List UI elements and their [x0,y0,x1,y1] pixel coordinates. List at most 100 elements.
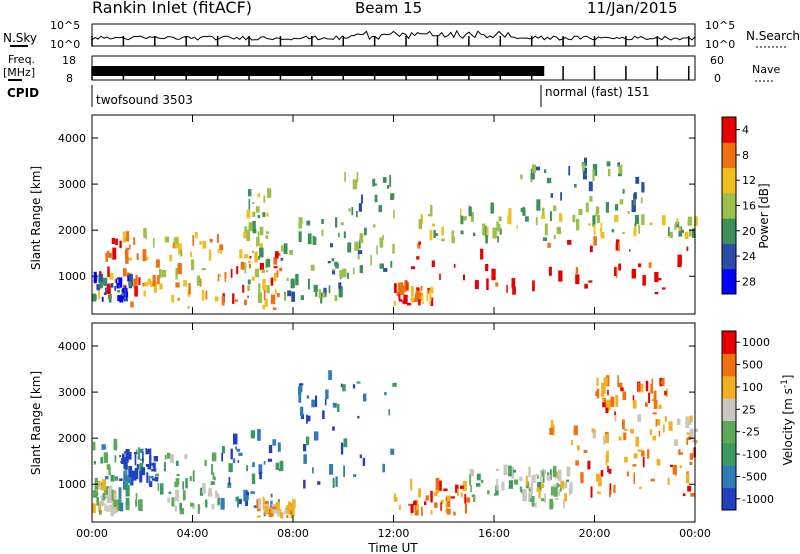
heatmap-cell [600,223,603,228]
heatmap-cell [446,508,451,515]
heatmap-cell [246,210,251,219]
heatmap-cell [664,416,667,422]
heatmap-cell [321,292,326,298]
heatmap-cell [290,278,295,289]
heatmap-cell [125,247,130,250]
heatmap-cell [215,493,220,498]
heatmap-cell [265,231,270,234]
heatmap-cell [136,464,139,470]
heatmap-cell [176,473,180,477]
heatmap-cell [451,230,455,241]
heatmap-cell [237,498,242,505]
heatmap-cell [236,448,241,452]
heatmap-cell [114,286,116,291]
heatmap-cell [150,476,154,479]
heatmap-cell [567,239,572,245]
heatmap-cell [372,178,376,187]
heatmap-cell [261,269,265,273]
heatmap-cell [590,486,593,498]
heatmap-cell [584,283,588,289]
velocity-panel-frame [91,322,696,523]
heatmap-cell [536,474,539,479]
heatmap-cell [602,232,604,239]
heatmap-cell [138,277,141,286]
y-tick-label: 2000 [58,224,86,237]
heatmap-cell [148,475,151,486]
heatmap-cell [159,283,163,290]
heatmap-cell [119,478,123,481]
heatmap-cell [589,195,593,202]
heatmap-cell [438,480,442,491]
heatmap-cell [668,226,670,237]
heatmap-cell [258,497,262,509]
heatmap-cell [496,468,500,471]
colorbar-swatch [722,331,736,354]
heatmap-cell [272,307,277,310]
heatmap-cell [128,466,133,478]
y-tick-label: 1000 [58,270,86,283]
heatmap-cell [211,503,215,510]
heatmap-cell [634,214,639,225]
heatmap-cell [609,483,612,495]
heatmap-cell [605,400,609,408]
nave-tick-bottom: 0 [714,72,721,85]
heatmap-cell [306,414,308,424]
heatmap-cell [642,275,646,286]
heatmap-cell [459,208,462,217]
heatmap-cell [315,395,318,407]
heatmap-cell [136,449,138,454]
heatmap-cell [690,492,695,497]
heatmap-cell [284,293,287,301]
heatmap-cell [642,457,645,468]
heatmap-cell [185,478,188,489]
heatmap-cell [136,253,139,260]
heatmap-cell [480,248,484,260]
heatmap-cell [647,449,650,459]
heatmap-cell [288,502,291,515]
heatmap-cell [343,465,345,478]
heatmap-cell [107,266,110,278]
heatmap-cell [402,300,407,304]
velocity-heatmap [92,370,698,519]
heatmap-cell [596,377,599,387]
colorbar-tick-label: -1000 [742,493,774,506]
heatmap-cell [640,197,643,204]
heatmap-cell [108,498,113,503]
heatmap-cell [393,493,396,499]
heatmap-cell [629,249,631,252]
heatmap-cell [457,488,459,497]
velocity-y-axis: 1000 2000 3000 4000 [58,340,695,491]
heatmap-cell [512,286,516,295]
cpid-label: CPID [7,86,39,100]
heatmap-cell [238,452,243,456]
heatmap-cell [553,465,557,478]
heatmap-cell [95,486,99,493]
heatmap-cell [356,172,359,183]
heatmap-cell [416,256,420,260]
heatmap-cell [275,288,277,294]
heatmap-cell [155,259,160,268]
heatmap-cell [446,495,451,507]
heatmap-cell [631,200,636,212]
heatmap-cell [92,503,96,514]
heatmap-cell [611,229,615,233]
heatmap-cell [93,461,97,465]
heatmap-cell [174,506,178,512]
heatmap-cell [397,282,400,293]
heatmap-cell [434,502,438,508]
heatmap-cell [173,237,178,245]
heatmap-cell [618,436,622,441]
time-x-axis: 00:00 04:00 08:00 12:00 16:00 20:00 00:00 [76,115,711,540]
heatmap-cell [487,490,490,495]
heatmap-cell [623,432,627,441]
heatmap-cell [655,419,658,427]
heatmap-cell [410,478,413,491]
heatmap-cell [280,258,284,261]
heatmap-cell [317,481,321,485]
heatmap-cell [669,232,673,238]
heatmap-cell [292,499,296,508]
cpid-segment-0: twofsound 3503 [96,93,193,107]
heatmap-cell [266,258,271,268]
heatmap-cell [694,216,698,226]
heatmap-cell [205,499,208,508]
